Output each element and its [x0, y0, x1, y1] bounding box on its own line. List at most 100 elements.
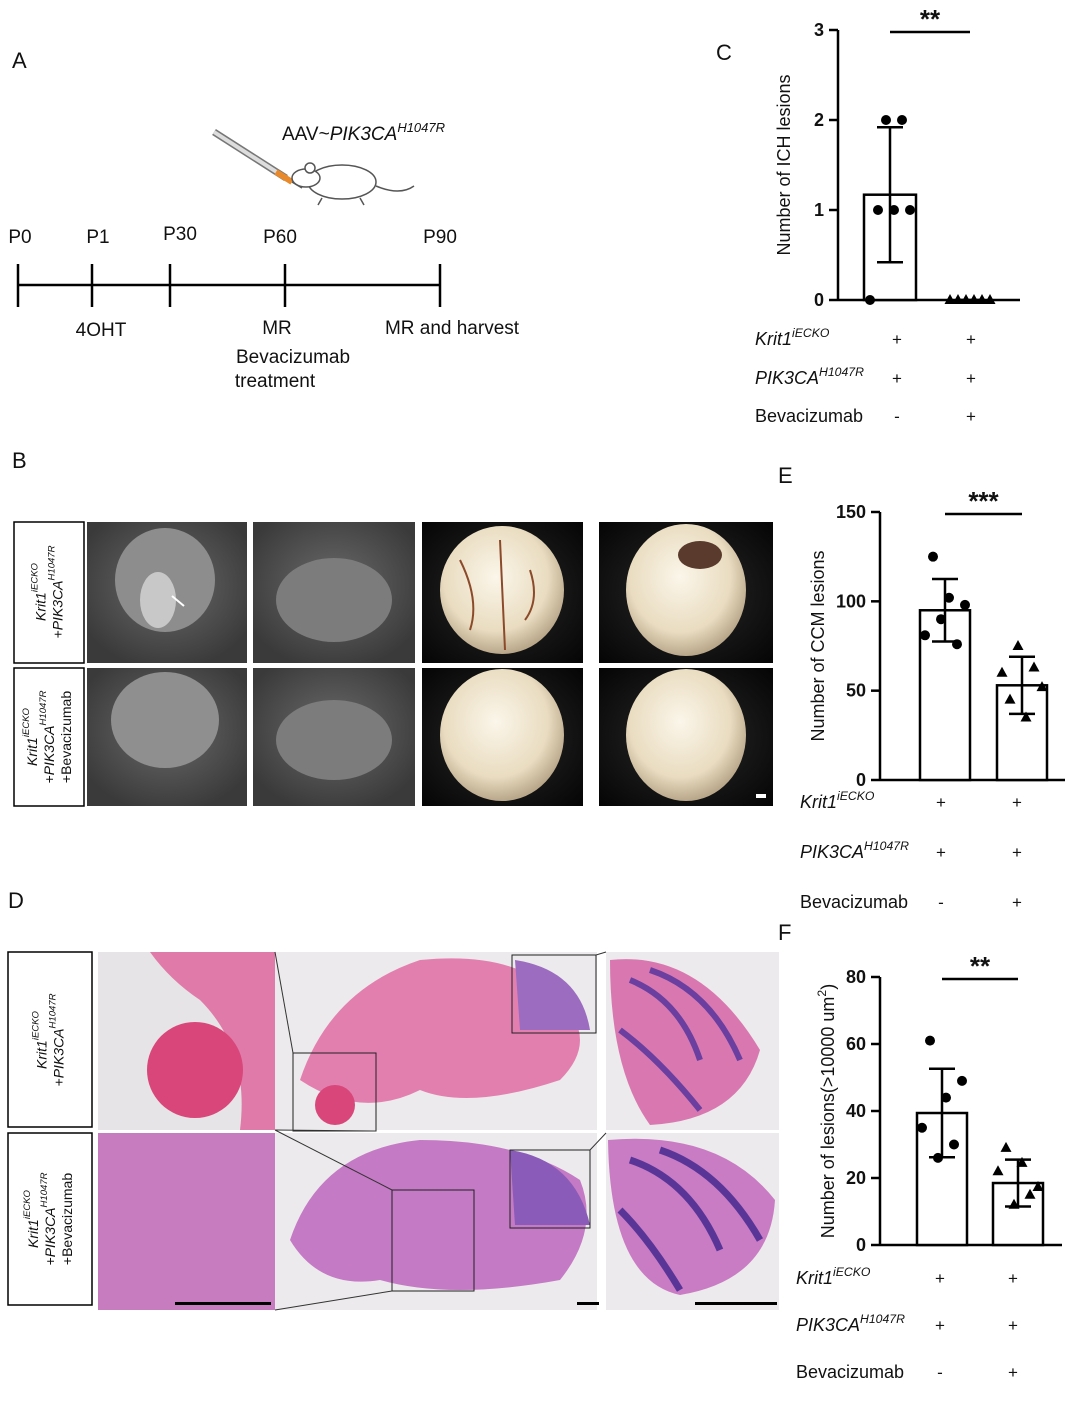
- data-point: [928, 551, 938, 562]
- condition-mark: +: [892, 369, 902, 388]
- data-point: [889, 205, 899, 215]
- mouse: [291, 162, 415, 206]
- y-axis-title-after: ): [818, 984, 838, 990]
- panel-label: B: [12, 448, 27, 473]
- data-point: [960, 599, 970, 610]
- y-tick-label: 80: [846, 967, 866, 987]
- data-point: [865, 295, 875, 305]
- error-bar: [877, 125, 903, 264]
- y-axis-title-sup: 2: [815, 990, 829, 997]
- condition-mark: +: [966, 330, 976, 349]
- y-tick-label: 50: [846, 681, 866, 701]
- y-tick-label: 40: [846, 1101, 866, 1121]
- data-point: [957, 1075, 967, 1086]
- condition-label-text: Bevacizumab: [800, 892, 908, 912]
- row-label-line: Krit1iECKO: [31, 1010, 50, 1068]
- event: MR and harvest: [385, 318, 520, 339]
- data-point: [952, 639, 962, 650]
- injection-gene: PIK3CA: [330, 124, 398, 145]
- condition-label-sup: iECKO: [833, 1265, 871, 1279]
- mri-images: [87, 522, 415, 806]
- timepoint: P1: [86, 227, 109, 248]
- row-label-line-sup: iECKO: [22, 1189, 33, 1219]
- row-label-line-text: +PIK3CA: [42, 1207, 58, 1265]
- condition-label-text: Bevacizumab: [755, 406, 863, 426]
- y-axis-label: Number of CCM lesions: [808, 550, 828, 741]
- data-point: [1024, 1188, 1036, 1199]
- data-point: [1028, 661, 1040, 672]
- row-label-box: [7, 1132, 93, 1306]
- row-label-line-sup: iECKO: [30, 562, 41, 592]
- data-point: [873, 205, 883, 215]
- y-axis-title-text: Number of lesions(>10000 um: [818, 997, 838, 1239]
- row-label-line-text: +PIK3CA: [51, 1028, 67, 1086]
- y-axis-label: Number of lesions(>10000 um2): [815, 984, 838, 1238]
- condition-label: Bevacizumab: [800, 892, 908, 912]
- data-point: [1012, 640, 1024, 650]
- condition-label-text: Krit1: [755, 329, 792, 349]
- data-point: [1004, 693, 1016, 704]
- row-label-line-text: Krit1: [34, 1040, 50, 1069]
- row-label-line-text: +Bevacizumab: [59, 1173, 75, 1265]
- row-label-box: [13, 521, 85, 664]
- data-point: [917, 1122, 927, 1133]
- panel-label: D: [8, 888, 24, 913]
- y-tick-label: 150: [836, 502, 866, 522]
- panel-label: C: [716, 40, 732, 65]
- condition-mark: +: [1012, 893, 1022, 912]
- y-tick-label: 20: [846, 1168, 866, 1188]
- data-point: [992, 1165, 1004, 1176]
- data-point: [984, 294, 996, 304]
- condition-mark: +: [1012, 793, 1022, 812]
- condition-mark: -: [938, 893, 944, 912]
- panel-label: A: [12, 48, 27, 73]
- row-label: Krit1iECKO+PIK3CAH1047R: [30, 545, 66, 638]
- data-point: [933, 1152, 943, 1163]
- y-axis-label: Number of ICH lesions: [774, 74, 794, 255]
- data-point: [949, 1139, 959, 1150]
- row-label-line: +PIK3CAH1047R: [48, 993, 67, 1086]
- data-point: [897, 115, 907, 125]
- y-tick-label: 1: [814, 200, 824, 220]
- y-tick-label: 0: [814, 290, 824, 310]
- row-label-line: +Bevacizumab: [58, 691, 74, 783]
- event: treatment: [235, 371, 316, 392]
- condition-label: PIK3CAH1047R: [796, 1312, 905, 1335]
- condition-mark: +: [935, 1316, 945, 1335]
- condition-mark: -: [937, 1363, 943, 1382]
- row-label-line-text: Krit1: [24, 737, 40, 766]
- significance: **: [920, 4, 941, 34]
- condition-mark: +: [1008, 1269, 1018, 1288]
- significance: ***: [968, 486, 999, 516]
- y-axis-title: Number of ICH lesions: [774, 74, 794, 255]
- data-point: [952, 294, 964, 304]
- histology-images: [98, 951, 779, 1311]
- data-point: [905, 205, 915, 215]
- condition-label: Bevacizumab: [755, 406, 863, 426]
- row-label: Krit1iECKO+PIK3CAH1047R +Bevacizumab: [21, 690, 74, 783]
- condition-mark: +: [935, 1269, 945, 1288]
- y-tick-label: 2: [814, 110, 824, 130]
- data-point: [936, 614, 946, 625]
- row-label-line: Krit1iECKO: [21, 707, 40, 765]
- y-tick-label: 100: [836, 591, 866, 611]
- row-label-box: [7, 951, 93, 1128]
- condition-label-text: PIK3CA: [800, 842, 864, 862]
- data-point: [881, 115, 891, 125]
- condition-label-sup: H1047R: [864, 839, 909, 853]
- row-label-line-text: Krit1: [25, 1219, 41, 1248]
- row-label-line-sup: H1047R: [39, 1172, 50, 1207]
- condition-mark: +: [892, 330, 902, 349]
- condition-label: PIK3CAH1047R: [755, 365, 864, 388]
- condition-label: PIK3CAH1047R: [800, 839, 909, 862]
- data-point: [1020, 711, 1032, 722]
- condition-mark: +: [936, 843, 946, 862]
- condition-label-text: Krit1: [800, 792, 837, 812]
- data-point: [976, 294, 988, 304]
- significance: **: [970, 951, 991, 981]
- condition-label: Bevacizumab: [796, 1362, 904, 1382]
- row-label-line: +PIK3CAH1047R: [38, 690, 57, 783]
- timepoint: P30: [163, 224, 197, 245]
